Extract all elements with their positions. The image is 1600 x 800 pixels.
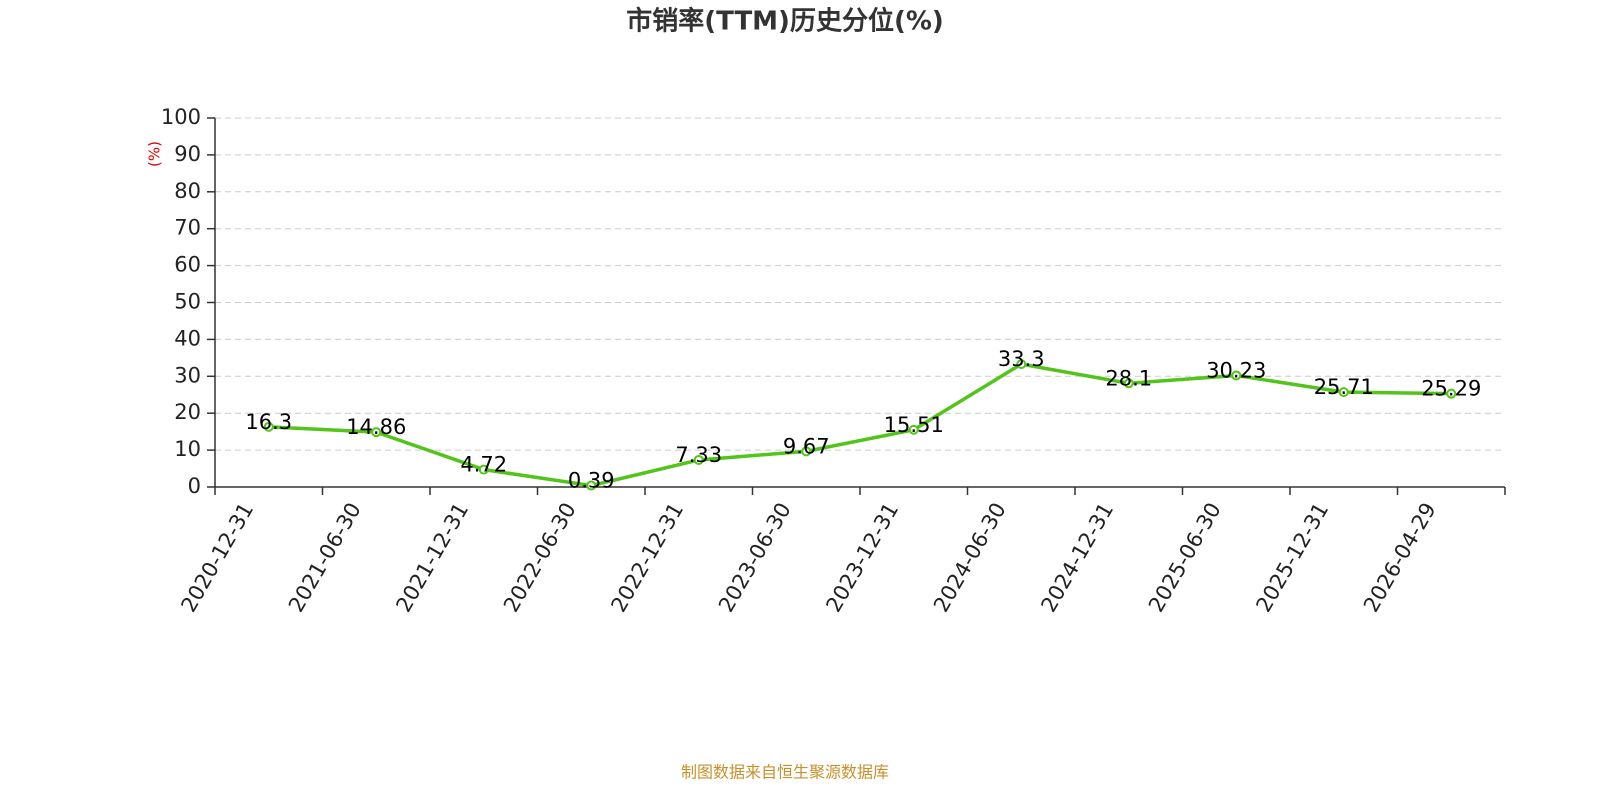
x-tick-label: 2021-06-30: [284, 499, 366, 617]
x-tick-label: 2026-04-29: [1359, 499, 1441, 617]
data-label: 33.3: [998, 347, 1045, 371]
data-label: 14.86: [346, 415, 406, 439]
y-tick-label: 60: [174, 253, 201, 277]
data-label: 16.3: [245, 410, 292, 434]
data-point: [1123, 378, 1134, 389]
data-point: [478, 464, 489, 475]
data-point: [586, 480, 597, 491]
x-tick-label: 2024-06-30: [929, 499, 1011, 617]
y-tick-label: 50: [174, 290, 201, 314]
y-tick-label: 30: [174, 363, 201, 387]
x-tick-label: 2024-12-31: [1036, 499, 1118, 617]
y-tick-label: 0: [188, 474, 201, 498]
source-note: 制图数据来自恒生聚源数据库: [681, 763, 889, 782]
data-point: [693, 454, 704, 465]
data-label: 0.39: [568, 469, 615, 493]
x-tick-label: 2022-06-30: [499, 499, 581, 617]
data-label: 9.67: [783, 434, 830, 458]
y-tick-label: 90: [174, 142, 201, 166]
data-point: [1231, 370, 1242, 381]
data-label: 28.1: [1105, 366, 1152, 390]
x-tick-label: 2023-12-31: [821, 499, 903, 617]
x-tick-label: 2021-12-31: [391, 499, 473, 617]
x-tick-label: 2022-12-31: [606, 499, 688, 617]
data-point: [1016, 359, 1027, 370]
data-point: [1338, 387, 1349, 398]
y-tick-label: 10: [174, 437, 201, 461]
data-label: 30.23: [1206, 358, 1266, 382]
data-label: 4.72: [460, 453, 507, 477]
y-tick-label: 40: [174, 326, 201, 350]
y-tick-label: 20: [174, 400, 201, 424]
y-tick-label: 80: [174, 179, 201, 203]
chart-title: 市销率(TTM)历史分位(%): [626, 6, 944, 37]
x-tick-label: 2025-06-30: [1144, 499, 1226, 617]
x-tick-label: 2025-12-31: [1251, 499, 1333, 617]
data-label: 15.51: [884, 413, 944, 437]
data-point: [1446, 388, 1457, 399]
y-tick-label: 70: [174, 216, 201, 240]
data-point: [371, 427, 382, 438]
data-point: [801, 446, 812, 457]
x-tick-label: 2020-12-31: [176, 499, 258, 617]
series-line: [268, 362, 1452, 488]
data-point: [908, 424, 919, 435]
y-tick-label: 100: [161, 105, 201, 129]
data-label: 25.71: [1314, 375, 1374, 399]
data-label: 25.29: [1421, 377, 1481, 401]
x-tick-label: 2023-06-30: [714, 499, 796, 617]
data-point: [263, 421, 274, 432]
data-label: 7.33: [675, 443, 722, 467]
y-axis-label: (%): [146, 141, 164, 167]
